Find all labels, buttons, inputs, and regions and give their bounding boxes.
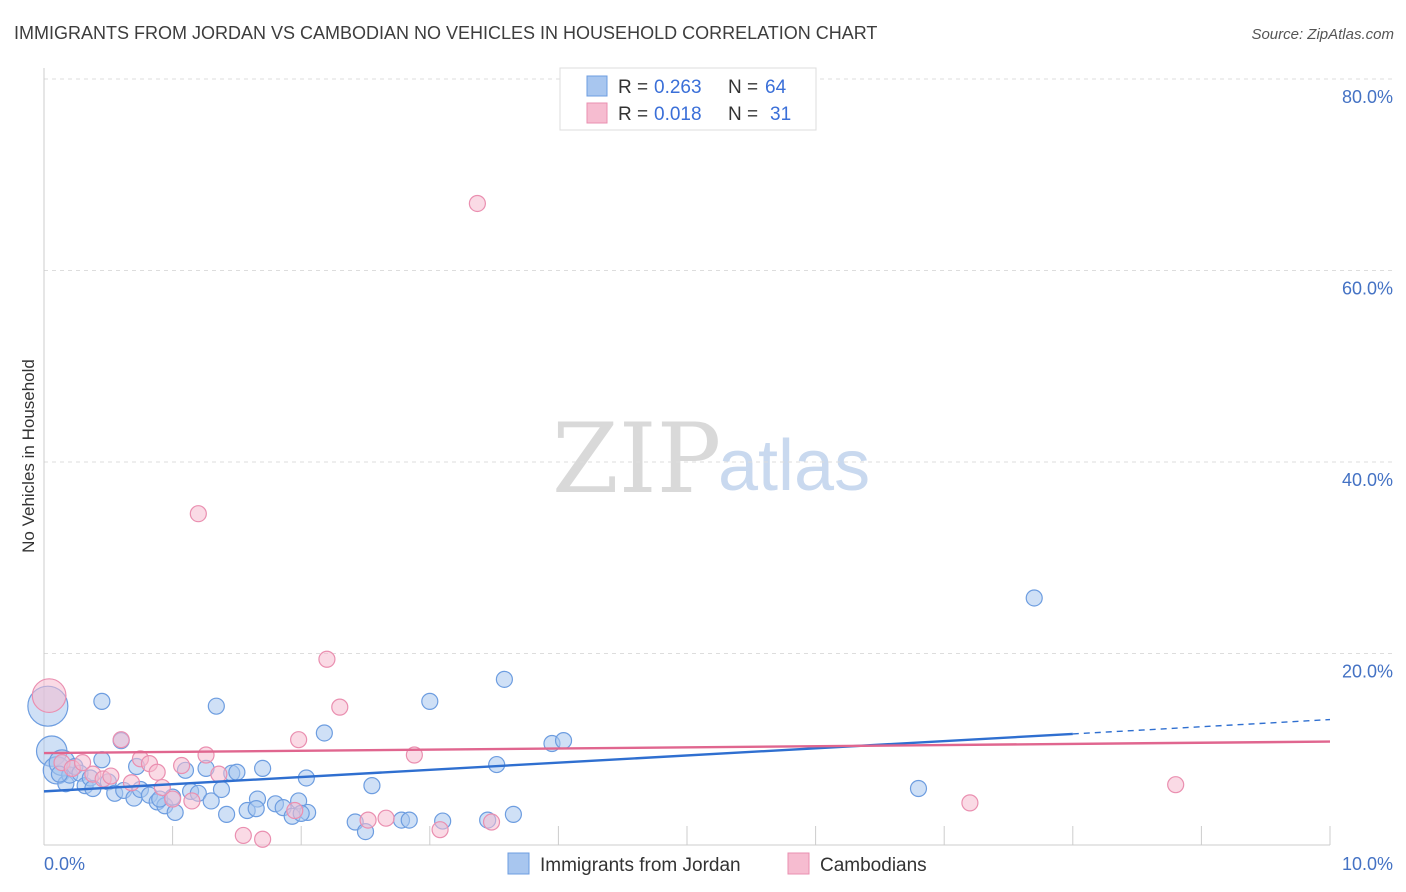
- point-cambodians: [148, 763, 166, 781]
- point-cambodians: [254, 830, 272, 848]
- legend-n-label-cambodians: N =: [728, 104, 758, 125]
- x-tick-labels: 0.0% 10.0%: [44, 854, 1393, 874]
- bottom-legend-label-cambodians: Cambodians: [820, 855, 927, 876]
- trend-line-jordan: [43, 732, 1073, 793]
- point-cambodians: [31, 678, 67, 714]
- point-cambodians: [122, 774, 141, 792]
- trend-line-jordan-extension: [1072, 718, 1331, 735]
- grid: [44, 78, 1394, 654]
- legend-n-value-cambodians: 31: [770, 104, 791, 125]
- point-jordan: [504, 805, 522, 823]
- point-jordan: [228, 763, 246, 781]
- trend-line-cambodians: [43, 740, 1331, 755]
- y-tick-labels: 20.0% 40.0% 60.0% 80.0%: [1342, 87, 1393, 682]
- point-cambodians: [318, 650, 336, 668]
- y-tick-label: 60.0%: [1342, 279, 1393, 299]
- point-cambodians: [112, 731, 130, 749]
- point-cambodians: [164, 790, 182, 808]
- x-tick-label-max: 10.0%: [1342, 854, 1393, 874]
- point-cambodians: [359, 811, 377, 829]
- point-cambodians: [173, 756, 191, 775]
- point-cambodians: [377, 809, 395, 827]
- bottom-legend-label-jordan: Immigrants from Jordan: [540, 855, 741, 876]
- legend-n-value-jordan: 64: [765, 77, 787, 98]
- point-jordan: [93, 751, 111, 769]
- point-jordan: [495, 670, 513, 688]
- legend-n-label-jordan: N =: [728, 77, 758, 98]
- point-cambodians: [183, 792, 201, 810]
- point-jordan: [254, 759, 272, 778]
- point-cambodians: [482, 813, 501, 831]
- x-tick-label-min: 0.0%: [44, 854, 85, 874]
- point-jordan: [315, 724, 333, 742]
- point-jordan: [202, 792, 220, 810]
- bottom-legend: Immigrants from Jordan Cambodians: [507, 852, 927, 876]
- point-cambodians: [331, 698, 349, 716]
- watermark-zip: ZIP: [552, 403, 721, 515]
- legend-swatch-cambodians: [586, 102, 608, 124]
- point-cambodians: [286, 801, 304, 820]
- y-tick-label: 20.0%: [1342, 662, 1393, 682]
- point-jordan: [909, 779, 928, 798]
- point-cambodians: [961, 794, 979, 812]
- chart-title: IMMIGRANTS FROM JORDAN VS CAMBODIAN NO V…: [14, 23, 877, 43]
- point-jordan: [212, 780, 231, 799]
- watermark: ZIP atlas: [552, 403, 870, 515]
- point-cambodians: [210, 765, 228, 783]
- y-tick-label: 80.0%: [1342, 87, 1393, 107]
- point-cambodians: [189, 505, 207, 523]
- point-jordan: [400, 811, 418, 829]
- legend-swatch-jordan: [586, 75, 608, 97]
- point-cambodians: [290, 731, 308, 749]
- scatter-points: [27, 194, 1185, 848]
- chart-source: Source: ZipAtlas.com: [1251, 26, 1394, 43]
- point-cambodians: [431, 821, 449, 839]
- point-jordan: [1025, 589, 1043, 607]
- point-jordan: [363, 777, 381, 795]
- point-jordan: [93, 692, 111, 710]
- point-jordan: [218, 805, 236, 823]
- point-cambodians: [197, 746, 215, 764]
- point-cambodians: [468, 194, 486, 213]
- point-jordan: [421, 692, 439, 710]
- point-cambodians: [1167, 776, 1185, 794]
- legend-box: R = 0.263 N = 64 R = 0.018 N = 31: [559, 67, 817, 131]
- point-jordan: [554, 732, 573, 750]
- bottom-legend-swatch-cambodians: [787, 852, 810, 875]
- y-tick-label: 40.0%: [1342, 470, 1393, 490]
- bottom-legend-swatch-jordan: [507, 852, 530, 875]
- legend-r-label-jordan: R =: [618, 77, 648, 98]
- point-cambodians: [102, 767, 120, 785]
- watermark-atlas: atlas: [718, 426, 870, 506]
- legend-r-value-jordan: 0.263: [654, 77, 702, 98]
- point-cambodians: [73, 754, 92, 772]
- point-jordan: [207, 697, 225, 715]
- point-jordan: [247, 800, 265, 818]
- trend-lines: [43, 718, 1331, 793]
- point-jordan: [488, 755, 506, 774]
- legend-r-label-cambodians: R =: [618, 104, 648, 125]
- legend-r-value-cambodians: 0.018: [654, 104, 702, 125]
- point-cambodians: [234, 826, 252, 845]
- y-axis-label: No Vehicles in Household: [19, 359, 38, 553]
